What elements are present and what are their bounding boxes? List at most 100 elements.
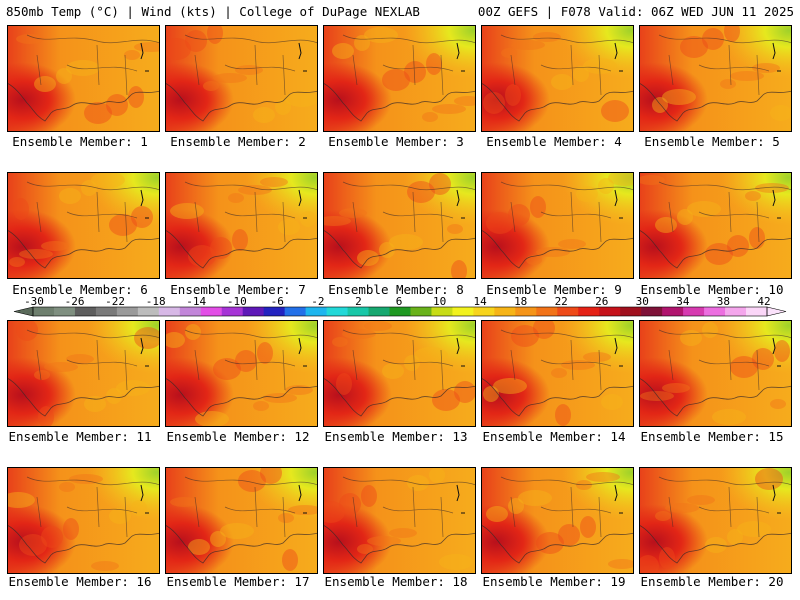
temperature-map (639, 172, 792, 279)
colorbar-swatch (515, 307, 537, 316)
colorbar-swatch (473, 307, 495, 316)
temperature-map (7, 25, 160, 132)
colorbar-swatch (746, 307, 768, 316)
colorbar-tick-label: -30 (24, 295, 44, 308)
colorbar-tick-label: 26 (595, 295, 608, 308)
header-run-info: 00Z GEFS | F078 Valid: 06Z WED JUN 11 20… (477, 4, 794, 19)
temperature-colorbar: -30 -26 -22 -18 -14 -10 -6 -2 2 6 10 14 18 22 26 30 34 38… (13, 295, 787, 317)
temperature-map (323, 320, 476, 427)
colorbar-swatch (431, 307, 453, 316)
colorbar-swatch (683, 307, 705, 316)
temperature-map (639, 25, 792, 132)
colorbar-swatch (221, 307, 244, 316)
colorbar-swatch (452, 307, 474, 316)
colorbar-tick-label: -6 (271, 295, 284, 308)
temperature-map (481, 25, 634, 132)
colorbar-swatch (53, 307, 76, 316)
temperature-map (165, 320, 318, 427)
ensemble-member-label: Ensemble Member: 17 (166, 574, 310, 589)
temperature-map (323, 467, 476, 574)
ensemble-panel: Ensemble Member: 8 (316, 172, 476, 297)
ensemble-panel: Ensemble Member: 16 (0, 467, 160, 592)
ensemble-panel: Ensemble Member: 9 (474, 172, 634, 297)
ensemble-member-label: Ensemble Member: 4 (486, 134, 622, 149)
ensemble-panel: Ensemble Member: 11 (0, 320, 160, 445)
colorbar-swatch (578, 307, 600, 316)
colorbar-swatch (179, 307, 202, 316)
colorbar-swatch (368, 307, 390, 316)
ensemble-member-label: Ensemble Member: 7 (170, 282, 306, 297)
temperature-map (481, 467, 634, 574)
colorbar-tick-label: -18 (146, 295, 166, 308)
ensemble-panel: Ensemble Member: 12 (158, 320, 318, 445)
ensemble-member-label: Ensemble Member: 14 (482, 429, 626, 444)
temperature-map (7, 467, 160, 574)
colorbar-left-arrow (13, 306, 34, 317)
ensemble-member-label: Ensemble Member: 1 (12, 134, 148, 149)
colorbar-swatch (137, 307, 160, 316)
ensemble-panel: Ensemble Member: 10 (632, 172, 792, 297)
ensemble-member-label: Ensemble Member: 15 (640, 429, 784, 444)
colorbar-tick-label: 38 (717, 295, 730, 308)
ensemble-member-label: Ensemble Member: 12 (166, 429, 310, 444)
colorbar-swatch (33, 307, 55, 316)
colorbar-tick-label: 10 (433, 295, 446, 308)
ensemble-panel: Ensemble Member: 15 (632, 320, 792, 445)
ensemble-member-label: Ensemble Member: 16 (8, 574, 152, 589)
colorbar-swatch (410, 307, 432, 316)
colorbar-tick-label: -26 (65, 295, 85, 308)
temperature-map (7, 172, 160, 279)
ensemble-panel: Ensemble Member: 6 (0, 172, 160, 297)
ensemble-panel: Ensemble Member: 3 (316, 25, 476, 150)
colorbar-swatch (74, 307, 97, 316)
temperature-map (481, 172, 634, 279)
colorbar-swatch (620, 307, 642, 316)
temperature-map (323, 25, 476, 132)
colorbar-swatch (326, 307, 348, 316)
temperature-map (7, 320, 160, 427)
ensemble-panel: Ensemble Member: 20 (632, 467, 792, 592)
temperature-map (639, 320, 792, 427)
colorbar-swatch (305, 307, 327, 316)
colorbar-tick-label: 18 (514, 295, 527, 308)
colorbar-swatch (116, 307, 139, 316)
colorbar-swatch (200, 307, 223, 316)
temperature-map (165, 172, 318, 279)
colorbar-tick-label: 42 (757, 295, 770, 308)
ensemble-member-label: Ensemble Member: 13 (324, 429, 468, 444)
ensemble-member-label: Ensemble Member: 8 (328, 282, 464, 297)
colorbar-swatch (95, 307, 118, 316)
colorbar-tick-label: 14 (473, 295, 487, 308)
colorbar-right-arrow (766, 306, 787, 317)
header-title: 850mb Temp (°C) | Wind (kts) | College o… (6, 4, 420, 19)
ensemble-member-label: Ensemble Member: 20 (640, 574, 784, 589)
colorbar-swatch (641, 307, 663, 316)
colorbar-swatch (347, 307, 369, 316)
colorbar-tick-label: -10 (227, 295, 247, 308)
colorbar-tick-label: -2 (311, 295, 324, 308)
colorbar-swatch (599, 307, 621, 316)
colorbar-tick-label: 2 (355, 295, 362, 308)
temperature-map (165, 25, 318, 132)
ensemble-panel: Ensemble Member: 1 (0, 25, 160, 150)
colorbar-swatch (242, 307, 265, 316)
ensemble-panel: Ensemble Member: 5 (632, 25, 792, 150)
ensemble-member-label: Ensemble Member: 10 (640, 282, 784, 297)
ensemble-panel: Ensemble Member: 17 (158, 467, 318, 592)
colorbar-swatch (704, 307, 726, 316)
colorbar-tick-label: 30 (636, 295, 649, 308)
colorbar-swatch (263, 307, 286, 316)
temperature-map (323, 172, 476, 279)
ensemble-panel: Ensemble Member: 18 (316, 467, 476, 592)
ensemble-member-label: Ensemble Member: 9 (486, 282, 622, 297)
ensemble-panel: Ensemble Member: 14 (474, 320, 634, 445)
ensemble-member-label: Ensemble Member: 6 (12, 282, 148, 297)
ensemble-panel: Ensemble Member: 13 (316, 320, 476, 445)
colorbar-swatch (662, 307, 684, 316)
ensemble-panel: Ensemble Member: 4 (474, 25, 634, 150)
ensemble-panel: Ensemble Member: 2 (158, 25, 318, 150)
ensemble-member-label: Ensemble Member: 18 (324, 574, 468, 589)
colorbar-swatch (536, 307, 558, 316)
colorbar-tick-label: -22 (105, 295, 125, 308)
temperature-map (481, 320, 634, 427)
